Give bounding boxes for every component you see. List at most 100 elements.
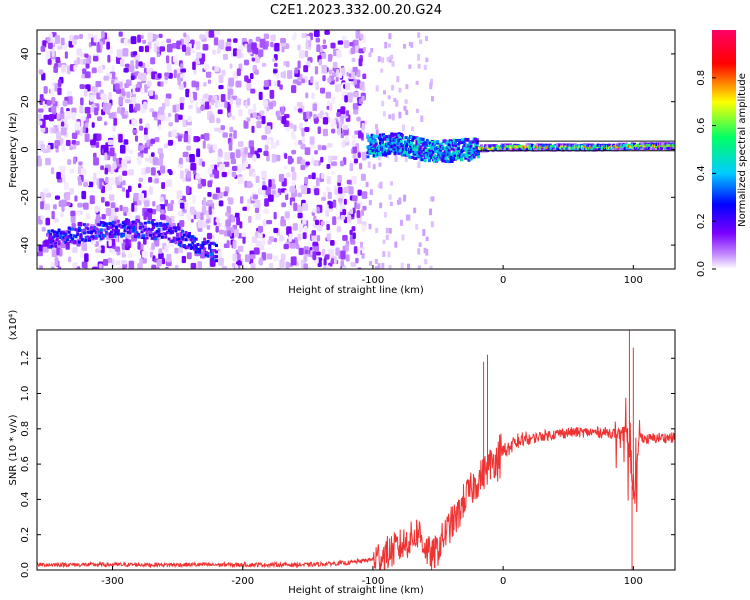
noise-cell <box>104 121 108 126</box>
noise-cell <box>266 106 270 112</box>
noise-cell <box>126 234 131 239</box>
band-cell <box>132 229 136 233</box>
noise-cell <box>177 135 182 142</box>
carrier-cell <box>528 147 532 151</box>
noise-cell <box>243 120 249 129</box>
noise-cell <box>195 81 200 88</box>
noise-cell <box>238 245 244 253</box>
band-cell <box>130 220 134 224</box>
band-cell <box>179 232 183 236</box>
noise-cell <box>418 242 422 248</box>
noise-cell <box>193 213 197 220</box>
noise-cell <box>237 260 243 266</box>
band-cell <box>50 238 54 242</box>
noise-cell <box>360 173 366 181</box>
noise-cell <box>429 78 433 86</box>
carrier-cell <box>608 143 612 147</box>
noise-cell <box>54 139 61 147</box>
noise-cell <box>336 128 342 135</box>
band-cell <box>88 236 92 240</box>
noise-cell <box>105 207 112 216</box>
carrier-cell <box>379 153 383 157</box>
carrier-cell <box>443 146 447 150</box>
noise-cell <box>331 128 336 134</box>
top-x-tick-label: 100 <box>624 275 643 286</box>
carrier-cell <box>465 152 469 156</box>
noise-cell <box>96 44 101 53</box>
noise-cell <box>194 58 201 65</box>
carrier-cell <box>395 137 399 141</box>
band-cell <box>142 235 146 239</box>
noise-cell <box>144 45 149 53</box>
noise-cell <box>236 253 241 261</box>
band-cell <box>64 240 68 244</box>
noise-cell <box>180 170 184 180</box>
colorbar-ticks: 0.00.20.40.60.8 <box>696 70 716 277</box>
band-cell <box>66 238 70 242</box>
noise-cell <box>95 216 102 225</box>
carrier-cell <box>396 146 400 150</box>
carrier-cell <box>437 157 441 161</box>
band-cell <box>79 228 83 232</box>
band-cell <box>172 236 176 240</box>
noise-cell <box>177 77 181 86</box>
noise-cell <box>188 104 193 110</box>
noise-cell <box>230 226 235 234</box>
noise-cell <box>253 103 257 112</box>
noise-cell <box>163 143 168 149</box>
noise-cell <box>85 62 90 69</box>
snr-frame <box>36 329 676 571</box>
band-cell <box>138 226 142 230</box>
noise-cell <box>60 37 65 46</box>
band-cell <box>164 227 168 231</box>
noise-cell <box>93 157 99 166</box>
carrier-cell <box>466 154 470 158</box>
band-cell <box>159 222 163 226</box>
band-cell <box>126 226 130 230</box>
noise-cell <box>61 143 66 152</box>
carrier-cell <box>473 143 477 147</box>
band-cell <box>88 230 92 234</box>
noise-cell <box>302 202 308 211</box>
noise-cell <box>164 199 169 207</box>
carrier-cell <box>483 148 487 152</box>
noise-cell <box>415 223 419 230</box>
carrier-cell <box>423 141 427 145</box>
noise-cell <box>279 259 285 268</box>
noise-cell <box>92 266 98 269</box>
band-cell <box>194 246 198 250</box>
carrier-cell <box>397 133 401 137</box>
carrier-cell <box>647 146 651 150</box>
colorbar-tick-label: 0.2 <box>696 213 707 229</box>
noise-cell <box>118 134 123 143</box>
band-cell <box>147 220 151 224</box>
noise-cell <box>57 79 62 88</box>
band-cell <box>71 227 75 231</box>
band-cell <box>177 242 181 246</box>
carrier-cell <box>413 152 417 156</box>
band-cell <box>143 228 147 232</box>
carrier-cell <box>434 156 438 160</box>
carrier-cell <box>524 145 528 149</box>
noise-cell <box>270 34 276 42</box>
noise-cell <box>141 72 147 82</box>
noise-cell <box>74 121 81 131</box>
noise-cell <box>190 163 197 171</box>
noise-cell <box>249 254 256 260</box>
band-cell <box>169 230 173 234</box>
carrier-cell <box>394 150 398 154</box>
noise-cell <box>148 90 154 96</box>
colorbar-label: Normalized spectral amplitude <box>737 73 748 227</box>
band-cell <box>167 237 171 241</box>
noise-cell <box>322 39 326 44</box>
carrier-cell <box>555 143 559 147</box>
noise-cell <box>362 47 366 52</box>
noise-cell <box>290 256 297 266</box>
noise-cell <box>348 186 354 195</box>
carrier-cell <box>398 137 402 141</box>
noise-cell <box>168 72 173 79</box>
noise-cell <box>261 185 267 191</box>
noise-cell <box>262 99 269 107</box>
noise-cell <box>289 185 296 193</box>
noise-cell <box>168 170 173 176</box>
